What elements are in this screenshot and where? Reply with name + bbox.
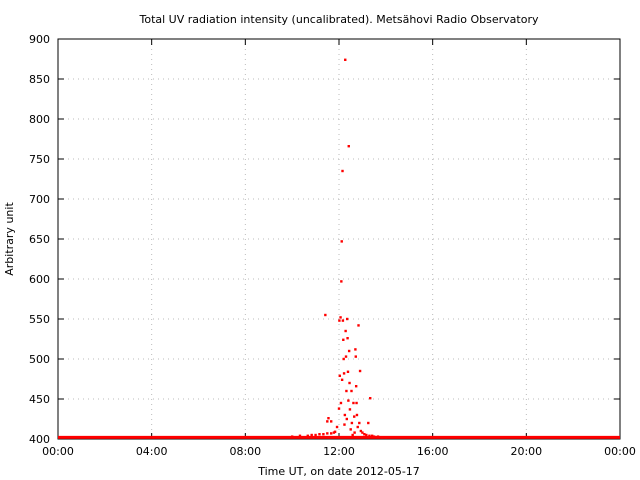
data-point bbox=[345, 417, 349, 421]
data-point bbox=[347, 349, 351, 353]
data-point bbox=[355, 401, 358, 405]
data-point bbox=[342, 372, 346, 375]
data-point bbox=[343, 413, 347, 417]
data-point bbox=[355, 413, 359, 417]
y-tick-label: 550 bbox=[29, 313, 50, 326]
data-point bbox=[354, 355, 357, 358]
x-tick-label: 16:00 bbox=[417, 445, 449, 458]
data-point bbox=[290, 435, 294, 438]
x-tick-label: 12:00 bbox=[323, 445, 355, 458]
data-point bbox=[329, 432, 333, 435]
data-points bbox=[58, 58, 620, 439]
data-point bbox=[326, 420, 329, 423]
y-tick-label: 600 bbox=[29, 273, 50, 286]
data-point bbox=[358, 369, 362, 373]
data-point bbox=[376, 435, 380, 438]
data-point bbox=[354, 348, 357, 351]
data-point bbox=[342, 357, 345, 361]
data-point bbox=[384, 436, 388, 439]
data-point bbox=[298, 434, 302, 437]
data-point bbox=[357, 324, 360, 327]
data-point bbox=[351, 433, 354, 437]
data-point bbox=[342, 338, 345, 341]
data-point bbox=[348, 381, 351, 385]
data-point bbox=[358, 421, 361, 425]
y-tick-label: 700 bbox=[29, 193, 50, 206]
data-point bbox=[368, 434, 371, 437]
data-point bbox=[346, 370, 350, 373]
data-point bbox=[314, 433, 317, 437]
x-tick-label: 20:00 bbox=[510, 445, 542, 458]
x-axis-label: Time UT, on date 2012-05-17 bbox=[257, 465, 420, 478]
data-point bbox=[326, 432, 329, 435]
data-point bbox=[340, 280, 343, 283]
data-point bbox=[349, 428, 352, 431]
data-point bbox=[343, 423, 346, 426]
data-point bbox=[356, 425, 359, 429]
y-tick-label: 800 bbox=[29, 113, 50, 126]
data-point bbox=[380, 436, 384, 439]
y-tick-label: 650 bbox=[29, 233, 50, 246]
data-point bbox=[345, 317, 349, 321]
data-point bbox=[367, 421, 370, 425]
grid-lines bbox=[58, 39, 620, 439]
y-tick-label: 750 bbox=[29, 153, 50, 166]
data-point bbox=[333, 430, 337, 433]
data-point bbox=[344, 329, 347, 333]
data-point bbox=[353, 415, 356, 418]
data-point bbox=[306, 434, 309, 437]
x-tick-label: 00:00 bbox=[42, 445, 74, 458]
x-tick-label: 04:00 bbox=[136, 445, 168, 458]
y-tick-label: 450 bbox=[29, 393, 50, 406]
data-point bbox=[318, 433, 321, 436]
data-point bbox=[353, 431, 356, 434]
data-point bbox=[347, 399, 350, 402]
data-point bbox=[354, 385, 358, 388]
data-point bbox=[341, 169, 344, 173]
data-point bbox=[338, 319, 341, 322]
y-tick-label: 500 bbox=[29, 353, 50, 366]
data-point bbox=[369, 397, 372, 400]
data-point bbox=[327, 417, 330, 420]
y-tick-label: 900 bbox=[29, 33, 50, 46]
x-tick-label: 08:00 bbox=[229, 445, 261, 458]
data-point bbox=[339, 401, 343, 405]
data-point bbox=[324, 313, 327, 317]
axis-ticks: 400 450 500 550 600 650 700 750 800 850 900 00:00 04… bbox=[29, 33, 636, 458]
y-tick-label: 400 bbox=[29, 433, 50, 446]
data-point bbox=[310, 433, 313, 437]
data-point bbox=[365, 433, 368, 437]
data-point bbox=[350, 421, 354, 425]
y-tick-label: 850 bbox=[29, 73, 50, 86]
data-point bbox=[348, 408, 352, 411]
data-point bbox=[363, 433, 366, 436]
data-point bbox=[340, 240, 343, 243]
data-point bbox=[347, 145, 350, 148]
data-point bbox=[370, 434, 374, 437]
data-point bbox=[344, 355, 348, 358]
data-point bbox=[337, 407, 341, 410]
data-point bbox=[372, 435, 376, 438]
data-point bbox=[361, 431, 364, 434]
data-point bbox=[344, 58, 347, 61]
y-axis-label: Arbitrary unit bbox=[3, 202, 16, 276]
data-point bbox=[335, 425, 339, 429]
chart-title: Total UV radiation intensity (uncalibrat… bbox=[139, 13, 539, 26]
data-point bbox=[329, 420, 333, 423]
data-point bbox=[341, 319, 345, 322]
data-point bbox=[339, 316, 342, 319]
x-tick-label: 00:00 bbox=[604, 445, 636, 458]
data-point bbox=[340, 378, 344, 381]
data-point bbox=[338, 374, 341, 377]
data-point bbox=[322, 433, 325, 436]
data-point bbox=[359, 429, 363, 433]
data-point bbox=[346, 337, 349, 340]
data-point bbox=[350, 389, 353, 393]
data-point bbox=[352, 401, 355, 405]
data-point bbox=[345, 389, 348, 393]
